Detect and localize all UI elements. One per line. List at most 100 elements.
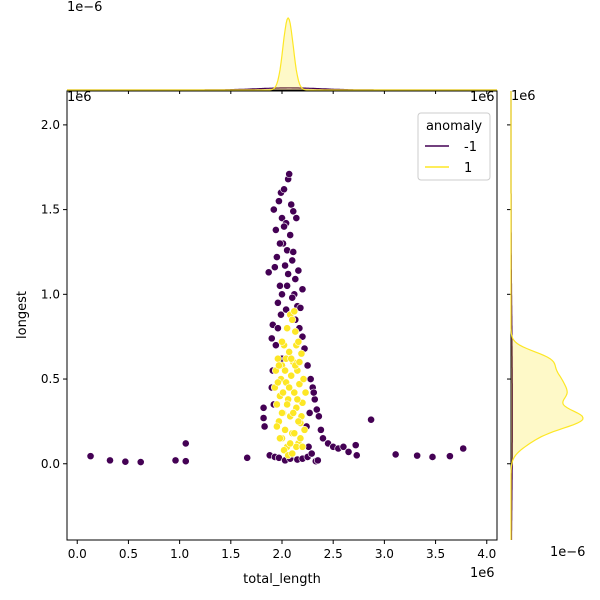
scatter-point [285, 383, 294, 392]
scatter-point [298, 442, 307, 451]
scatter-point [296, 434, 305, 443]
scatter-point [319, 434, 327, 443]
scatter-point [270, 263, 279, 272]
scatter-point [293, 395, 302, 404]
y-scale-multiplier: 1e6 [67, 90, 92, 105]
y-tick-label: 0.5 [41, 372, 60, 386]
scatter-point [259, 414, 268, 422]
scatter-point [269, 205, 278, 214]
scatter-point [280, 222, 288, 231]
scatter-point [309, 388, 318, 397]
x-scale-multiplier: 1e6 [470, 566, 495, 581]
scatter-point [313, 456, 322, 465]
scatter-point [243, 453, 252, 462]
scatter-point [171, 456, 180, 465]
scatter-point [301, 388, 310, 397]
x-axis-label: total_length [243, 572, 321, 587]
scatter-point [300, 425, 309, 434]
scatter-point [294, 337, 303, 346]
scatter-point [288, 293, 297, 302]
scatter-point [290, 429, 299, 438]
scatter-point [288, 256, 297, 265]
main-scatter-axes: 0.0 0.5 1.0 1.5 2.0 2.5 3.0 3.5 4.0 0.0 0.5 1.0 1.5… [15, 90, 498, 587]
scatter-point [282, 305, 290, 314]
scatter-point [312, 405, 321, 414]
scatter-point [287, 371, 296, 380]
scatter-point [288, 315, 297, 324]
scatter-point [181, 439, 190, 448]
right-marginal-scale-top: 1e6 [511, 89, 536, 104]
legend-label-neg1: -1 [464, 140, 477, 155]
scatter-point [272, 422, 281, 431]
scatter-point [294, 266, 303, 275]
x-scale-multiplier-top: 1e6 [470, 90, 495, 105]
scatter-point [278, 337, 286, 346]
x-tick-label: 0.5 [119, 547, 138, 561]
x-tick-label: 1.0 [170, 547, 189, 561]
scatter-point [281, 366, 289, 375]
scatter-point [285, 348, 294, 356]
top-kde-fill [67, 87, 497, 90]
scatter-point [306, 375, 315, 383]
y-tick-label: 0.0 [41, 457, 60, 471]
scatter-point [277, 310, 285, 319]
scatter-point [294, 417, 303, 426]
scatter-point [391, 450, 400, 459]
scatter-points [86, 170, 468, 466]
right-marginal-scale-label: 1e−6 [550, 545, 585, 560]
scatter-point [281, 261, 289, 270]
top-kde-line [67, 16, 497, 91]
scatter-point [274, 354, 282, 363]
legend: anomaly -1 1 [417, 112, 491, 181]
scatter-point [298, 285, 307, 294]
scatter-point [276, 281, 284, 290]
scatter-point [287, 200, 296, 209]
scatter-point [295, 380, 304, 389]
top-kde-fill [67, 18, 497, 90]
scatter-point [276, 239, 284, 248]
top-marginal-scale-label: 1e−6 [67, 0, 102, 15]
scatter-point [290, 388, 299, 397]
scatter-point [283, 281, 292, 290]
scatter-point [446, 452, 454, 461]
scatter-point [305, 409, 314, 417]
y-tick-label: 1.5 [41, 203, 60, 217]
scatter-point [367, 415, 375, 424]
scatter-point [344, 447, 353, 456]
right-kde-fill [511, 91, 583, 540]
scatter-point [352, 451, 361, 460]
scatter-point [310, 395, 319, 404]
scatter-point [280, 446, 288, 455]
scatter-point [303, 361, 312, 370]
x-tick-label: 4.0 [477, 547, 496, 561]
scatter-point [289, 409, 298, 417]
scatter-point [136, 458, 145, 466]
scatter-point [291, 327, 300, 336]
scatter-point [278, 290, 286, 299]
scatter-point [181, 457, 190, 466]
scatter-point [299, 375, 308, 383]
scatter-point [286, 231, 295, 239]
scatter-point [267, 334, 276, 343]
scatter-point [289, 248, 298, 256]
scatter-point [280, 185, 288, 194]
scatter-point [283, 400, 292, 409]
scatter-point [314, 412, 323, 421]
scatter-point [274, 324, 282, 333]
scatter-point [259, 403, 268, 412]
x-tick-label: 0.0 [68, 547, 87, 561]
y-tick-label: 1.0 [41, 287, 60, 301]
x-axis-ticks: 0.0 0.5 1.0 1.5 2.0 2.5 3.0 3.5 4.0 [68, 540, 496, 561]
scatter-point [292, 214, 301, 222]
scatter-point [289, 207, 298, 216]
y-axis-ticks: 0.0 0.5 1.0 1.5 2.0 [41, 118, 67, 471]
scatter-point [276, 434, 284, 443]
scatter-point [271, 226, 280, 234]
scatter-point [86, 452, 95, 461]
scatter-point [298, 332, 307, 341]
x-tick-label: 1.5 [221, 547, 240, 561]
scatter-point [285, 170, 294, 178]
scatter-point [351, 441, 360, 450]
right-marginal-kde: 1e6 1e−6 [507, 89, 585, 560]
